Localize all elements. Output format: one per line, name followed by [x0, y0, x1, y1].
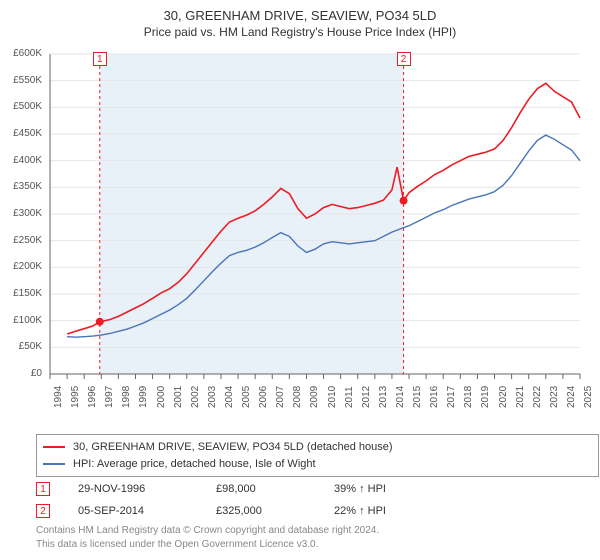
x-tick-label: 1997 — [104, 386, 115, 408]
event-date-2: 05-SEP-2014 — [78, 505, 188, 517]
x-tick-label: 2020 — [498, 386, 509, 408]
y-tick-label: £550K — [0, 75, 42, 86]
page: 30, GREENHAM DRIVE, SEAVIEW, PO34 5LD Pr… — [0, 0, 600, 560]
y-tick-label: £450K — [0, 128, 42, 139]
legend-swatch-property — [43, 446, 65, 448]
x-tick-label: 2023 — [549, 386, 560, 408]
y-tick-label: £200K — [0, 261, 42, 272]
y-tick-label: £100K — [0, 315, 42, 326]
x-tick-label: 2011 — [344, 386, 355, 408]
x-tick-label: 2009 — [309, 386, 320, 408]
legend-row-property: 30, GREENHAM DRIVE, SEAVIEW, PO34 5LD (d… — [43, 439, 592, 456]
x-tick-label: 2005 — [241, 386, 252, 408]
footnote-line2: This data is licensed under the Open Gov… — [36, 538, 599, 552]
event-flag: 2 — [397, 52, 411, 66]
x-tick-label: 2019 — [480, 386, 491, 408]
event-marker-2: 2 — [36, 504, 50, 518]
y-tick-label: £150K — [0, 288, 42, 299]
x-tick-label: 1996 — [87, 386, 98, 408]
y-tick-label: £500K — [0, 101, 42, 112]
x-tick-label: 2010 — [327, 386, 338, 408]
legend-row-hpi: HPI: Average price, detached house, Isle… — [43, 456, 592, 473]
x-tick-label: 2021 — [515, 386, 526, 408]
x-tick-label: 2000 — [156, 386, 167, 408]
y-tick-label: £600K — [0, 48, 42, 59]
event-row-1: 1 29-NOV-1996 £98,000 39% ↑ HPI — [36, 478, 599, 500]
event-hpi-2: 22% ↑ HPI — [334, 505, 424, 517]
legend-label-property: 30, GREENHAM DRIVE, SEAVIEW, PO34 5LD (d… — [73, 439, 393, 456]
x-tick-label: 2006 — [258, 386, 269, 408]
x-tick-label: 2004 — [224, 386, 235, 408]
legend-label-hpi: HPI: Average price, detached house, Isle… — [73, 456, 316, 473]
title-main: 30, GREENHAM DRIVE, SEAVIEW, PO34 5LD — [0, 8, 600, 23]
x-tick-label: 2012 — [361, 386, 372, 408]
x-tick-label: 2007 — [275, 386, 286, 408]
x-tick-label: 2008 — [292, 386, 303, 408]
title-sub: Price paid vs. HM Land Registry's House … — [0, 25, 600, 39]
footnote-line1: Contains HM Land Registry data © Crown c… — [36, 524, 599, 538]
y-tick-label: £0 — [0, 368, 42, 379]
event-hpi-1: 39% ↑ HPI — [334, 483, 424, 495]
x-tick-label: 2002 — [190, 386, 201, 408]
y-tick-label: £300K — [0, 208, 42, 219]
y-tick-label: £250K — [0, 235, 42, 246]
title-block: 30, GREENHAM DRIVE, SEAVIEW, PO34 5LD Pr… — [0, 0, 600, 39]
footnote: Contains HM Land Registry data © Crown c… — [36, 524, 599, 551]
x-tick-label: 2003 — [207, 386, 218, 408]
y-tick-label: £400K — [0, 155, 42, 166]
x-tick-label: 2001 — [173, 386, 184, 408]
event-date-1: 29-NOV-1996 — [78, 483, 188, 495]
x-tick-label: 1999 — [138, 386, 149, 408]
legend: 30, GREENHAM DRIVE, SEAVIEW, PO34 5LD (d… — [36, 434, 599, 477]
event-flag: 1 — [93, 52, 107, 66]
legend-swatch-hpi — [43, 463, 65, 465]
x-tick-label: 1998 — [121, 386, 132, 408]
x-tick-label: 1994 — [53, 386, 64, 408]
x-tick-label: 2013 — [378, 386, 389, 408]
x-tick-label: 2024 — [566, 386, 577, 408]
y-tick-label: £350K — [0, 181, 42, 192]
x-tick-label: 2022 — [532, 386, 543, 408]
x-tick-label: 2018 — [463, 386, 474, 408]
x-tick-label: 2015 — [412, 386, 423, 408]
y-tick-label: £50K — [0, 341, 42, 352]
event-price-2: £325,000 — [216, 505, 306, 517]
event-price-1: £98,000 — [216, 483, 306, 495]
x-tick-label: 2014 — [395, 386, 406, 408]
event-marker-1: 1 — [36, 482, 50, 496]
x-tick-label: 2016 — [429, 386, 440, 408]
event-row-2: 2 05-SEP-2014 £325,000 22% ↑ HPI — [36, 500, 599, 522]
x-tick-label: 2025 — [583, 386, 594, 408]
x-tick-label: 2017 — [446, 386, 457, 408]
price-chart: £0 £50K £100K £150K £200K £250K £300K £350K £400… — [0, 44, 600, 424]
sale-events: 1 29-NOV-1996 £98,000 39% ↑ HPI 2 05-SEP… — [36, 478, 599, 522]
x-tick-label: 1995 — [70, 386, 81, 408]
